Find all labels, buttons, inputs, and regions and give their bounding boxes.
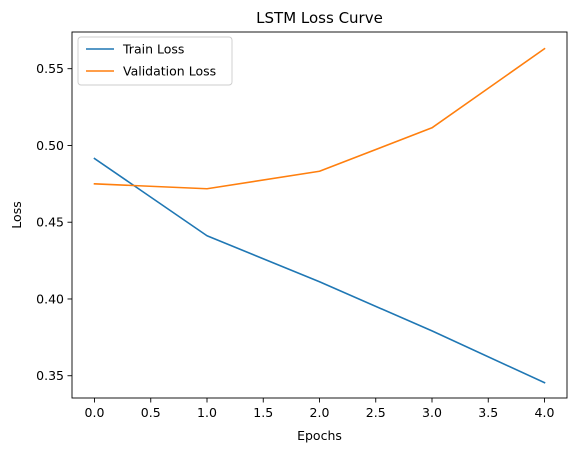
x-tick-label: 0.0 [85, 405, 105, 420]
y-tick-label: 0.40 [36, 291, 64, 306]
x-axis-label: Epochs [297, 428, 342, 443]
y-tick-label: 0.45 [36, 215, 64, 230]
x-tick-label: 2.0 [310, 405, 330, 420]
legend-box [77, 36, 233, 86]
x-tick-label: 3.0 [422, 405, 442, 420]
chart-title: LSTM Loss Curve [256, 9, 383, 27]
x-tick-label: 1.5 [253, 405, 273, 420]
legend-label-train-loss: Train Loss [122, 42, 184, 57]
x-tick-label: 4.0 [535, 405, 555, 420]
series-line-train-loss [93, 157, 546, 384]
legend: Train Loss Validation Loss [77, 36, 233, 86]
series-layer [93, 47, 546, 384]
series-line-validation-loss [93, 47, 546, 190]
x-tick-label: 0.5 [141, 405, 161, 420]
x-tick-label: 1.0 [197, 405, 217, 420]
y-axis-label: Loss [9, 201, 24, 228]
x-tick-label: 2.5 [366, 405, 386, 420]
y-tick-label: 0.50 [36, 138, 64, 153]
y-tick-label: 0.35 [36, 368, 64, 383]
legend-label-validation-loss: Validation Loss [123, 64, 216, 79]
x-tick-label: 3.5 [478, 405, 498, 420]
y-axis: 0.35 0.40 0.45 0.50 0.55 [36, 61, 72, 383]
y-tick-label: 0.55 [36, 61, 64, 76]
x-axis: 0.0 0.5 1.0 1.5 2.0 2.5 3.0 3.5 4.0 [85, 398, 555, 420]
